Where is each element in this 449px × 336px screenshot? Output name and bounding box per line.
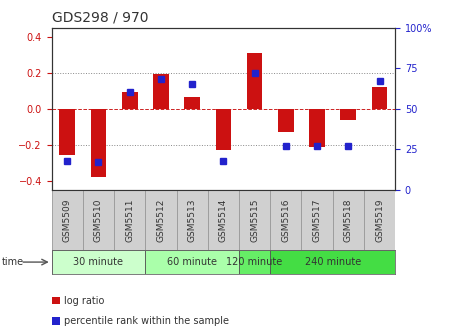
Bar	[216, 109, 231, 150]
Bar	[145, 190, 176, 250]
Text: GSM5515: GSM5515	[250, 198, 259, 242]
Text: GSM5514: GSM5514	[219, 198, 228, 242]
Bar	[270, 250, 395, 274]
Bar	[52, 250, 145, 274]
Bar	[59, 109, 75, 155]
Text: GSM5517: GSM5517	[313, 198, 321, 242]
Text: GSM5516: GSM5516	[282, 198, 291, 242]
Text: GSM5513: GSM5513	[188, 198, 197, 242]
Text: GSM5519: GSM5519	[375, 198, 384, 242]
Bar	[333, 190, 364, 250]
Bar	[247, 53, 262, 109]
Bar	[364, 190, 395, 250]
Text: percentile rank within the sample: percentile rank within the sample	[64, 316, 229, 326]
Text: log ratio: log ratio	[64, 296, 105, 306]
Bar	[309, 109, 325, 146]
Text: time: time	[2, 257, 24, 267]
Bar	[83, 190, 114, 250]
Text: GSM5518: GSM5518	[344, 198, 353, 242]
Bar	[185, 97, 200, 109]
Text: 120 minute: 120 minute	[226, 257, 283, 267]
Text: GDS298 / 970: GDS298 / 970	[52, 10, 148, 24]
Bar	[208, 190, 239, 250]
Bar	[176, 190, 208, 250]
Text: 240 minute: 240 minute	[304, 257, 361, 267]
Bar	[270, 190, 301, 250]
Bar	[122, 92, 137, 109]
Bar	[153, 75, 169, 109]
Bar	[239, 250, 270, 274]
Text: 30 minute: 30 minute	[74, 257, 123, 267]
Text: GSM5509: GSM5509	[63, 198, 72, 242]
Text: GSM5512: GSM5512	[156, 198, 165, 242]
Bar	[91, 109, 106, 177]
Text: 60 minute: 60 minute	[167, 257, 217, 267]
Bar	[145, 250, 239, 274]
Bar	[340, 109, 356, 120]
Bar	[239, 190, 270, 250]
Text: GSM5511: GSM5511	[125, 198, 134, 242]
Bar	[372, 87, 387, 109]
Bar	[114, 190, 145, 250]
Bar	[301, 190, 333, 250]
Bar	[278, 109, 294, 132]
Bar	[52, 190, 83, 250]
Text: GSM5510: GSM5510	[94, 198, 103, 242]
